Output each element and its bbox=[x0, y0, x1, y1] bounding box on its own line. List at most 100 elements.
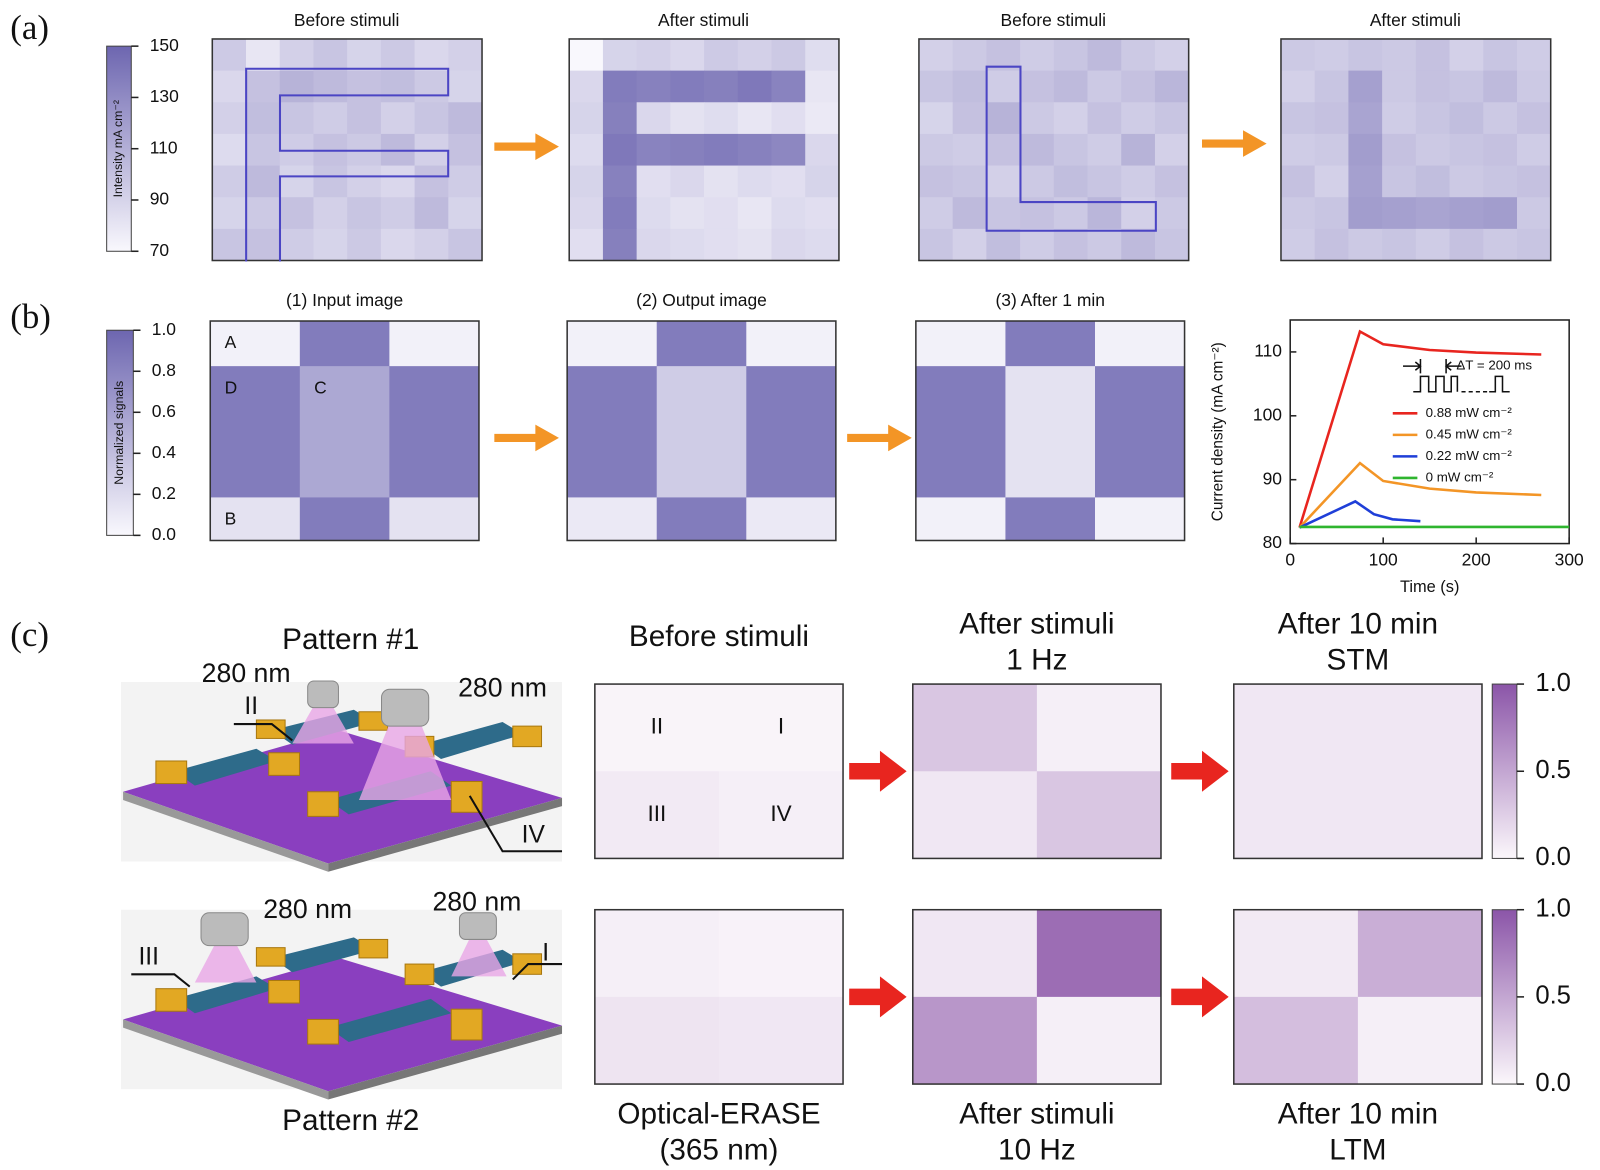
heatmap-cell bbox=[704, 197, 739, 230]
data-line bbox=[1298, 329, 1542, 528]
heatmap-cell bbox=[1449, 228, 1484, 261]
heatmap-frame bbox=[209, 320, 480, 542]
heatmap-cell bbox=[1094, 321, 1185, 367]
colorbar-tick-label: 1.0 bbox=[1535, 894, 1571, 922]
pulse bbox=[1489, 375, 1510, 393]
heatmap-cell bbox=[771, 38, 806, 72]
heatmap-cell bbox=[347, 165, 382, 198]
illustration-label: II bbox=[244, 693, 258, 720]
heatmap-cell bbox=[737, 165, 772, 198]
heatmap-cell bbox=[986, 165, 1021, 198]
heatmap-cell bbox=[1415, 102, 1450, 135]
x-axis-label: Time (s) bbox=[1400, 578, 1459, 596]
device-illustration bbox=[120, 909, 563, 1100]
heatmap-cell bbox=[448, 133, 483, 166]
light-cone bbox=[292, 707, 354, 744]
heatmap-cell bbox=[737, 70, 772, 103]
map-title: After stimuli bbox=[658, 10, 749, 30]
heatmap-cell bbox=[448, 70, 483, 103]
heatmap-cell bbox=[636, 197, 671, 230]
heatmap-cell bbox=[602, 102, 638, 135]
heatmap-cell bbox=[380, 38, 416, 72]
map-title: (2) Output image bbox=[636, 290, 767, 310]
y-tick-label: 90 bbox=[1263, 468, 1283, 488]
heatmap-cell bbox=[602, 70, 638, 103]
heatmap-cell bbox=[313, 197, 348, 230]
heatmap-cell bbox=[279, 197, 314, 230]
figure-content: (a) (b) (c) bbox=[10, 8, 1584, 1167]
map-title: Before stimuli bbox=[294, 10, 400, 30]
pulse bbox=[1413, 375, 1459, 393]
heatmap-cell bbox=[1036, 909, 1162, 998]
arrow bbox=[494, 424, 559, 452]
heatmap-cell bbox=[746, 321, 837, 367]
pulse-schematic bbox=[1403, 358, 1510, 393]
heatmap-cell bbox=[1087, 228, 1122, 261]
heatmap-cell bbox=[1053, 165, 1088, 198]
heatmap-cell bbox=[1516, 102, 1552, 135]
heatmap-cell bbox=[299, 366, 390, 498]
colorbar-label: Intensity mA cm⁻² bbox=[111, 100, 125, 197]
heatmap-cell bbox=[1154, 165, 1190, 198]
heatmap-frame bbox=[1233, 683, 1483, 860]
heatmap-cell bbox=[771, 70, 806, 103]
colorbar-tick-label: 0.0 bbox=[152, 524, 177, 544]
legend-label: 0.88 mW cm⁻² bbox=[1426, 405, 1513, 420]
heatmap-cell bbox=[279, 38, 314, 72]
electrode bbox=[255, 719, 286, 739]
x-tick-label: 200 bbox=[1462, 550, 1491, 570]
heatmap-cell bbox=[670, 38, 705, 72]
panel-label: (c) bbox=[10, 615, 49, 654]
map-title: Before stimuli bbox=[1001, 10, 1107, 30]
heatmap-cell bbox=[1314, 102, 1349, 135]
heatmap-cell bbox=[1087, 133, 1122, 166]
heatmap-cell bbox=[1121, 70, 1156, 103]
colorbar-tick-label: 0.0 bbox=[1535, 1069, 1571, 1097]
heatmap-cell bbox=[1280, 38, 1316, 72]
heatmap-cell bbox=[1036, 771, 1162, 859]
heatmap-cell bbox=[670, 165, 705, 198]
heatmap-cell bbox=[602, 228, 638, 261]
heatmap-cell bbox=[1233, 996, 1359, 1085]
heatmap-cell bbox=[210, 366, 301, 498]
heatmap-cell bbox=[1020, 38, 1055, 72]
heatmap-cell bbox=[212, 197, 247, 230]
heatmap-cell bbox=[1357, 996, 1483, 1085]
heatmap-cell bbox=[1094, 366, 1185, 498]
heatmap-cell bbox=[1449, 197, 1484, 230]
heatmap-frame bbox=[568, 38, 840, 262]
heatmap-cell bbox=[1094, 497, 1185, 541]
colorbar bbox=[106, 329, 134, 536]
illustration-label: 280 nm bbox=[202, 658, 291, 688]
leader-line bbox=[512, 963, 563, 981]
heatmap-cell bbox=[380, 70, 416, 103]
heatmap-cell bbox=[1121, 165, 1156, 198]
heatmap-cell bbox=[1348, 228, 1383, 261]
substrate-edge bbox=[328, 797, 563, 872]
panel-label: (a) bbox=[10, 8, 49, 47]
heatmap-cell bbox=[718, 684, 844, 772]
heatmap-cell bbox=[1516, 228, 1552, 261]
heatmap-cell bbox=[1053, 70, 1088, 103]
heatmap-cell bbox=[1314, 197, 1349, 230]
annotation: ΔT = 200 ms bbox=[1456, 358, 1532, 373]
heatmap-cell bbox=[299, 321, 390, 367]
colorbar-tick-label: 0.6 bbox=[152, 401, 176, 421]
nanowire-array bbox=[174, 748, 277, 786]
arrow bbox=[1171, 976, 1229, 1018]
heatmap-cell bbox=[1449, 102, 1484, 135]
heatmap-cell bbox=[718, 771, 844, 859]
illustration-label: I bbox=[542, 939, 549, 966]
heatmap-cell bbox=[1154, 133, 1190, 166]
heatmap-cell bbox=[656, 366, 747, 498]
heatmap-cell bbox=[347, 38, 382, 72]
heatmap-cell bbox=[1121, 38, 1156, 72]
heatmap-cell bbox=[670, 102, 705, 135]
heatmap-cell bbox=[1449, 70, 1484, 103]
heatmap-cell bbox=[1233, 684, 1359, 772]
heatmap-cell bbox=[1005, 366, 1096, 498]
heatmap-cell bbox=[1483, 38, 1518, 72]
lamp bbox=[200, 912, 249, 947]
heatmap-cell bbox=[279, 102, 314, 135]
heatmap-cell bbox=[1280, 70, 1316, 103]
